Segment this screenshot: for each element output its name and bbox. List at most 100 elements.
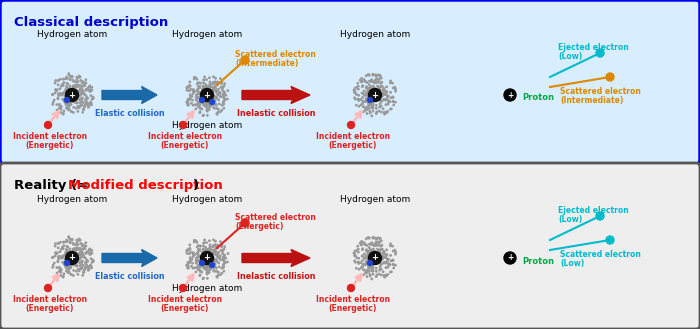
Circle shape bbox=[76, 247, 78, 248]
Circle shape bbox=[91, 249, 92, 251]
Circle shape bbox=[206, 103, 207, 104]
Circle shape bbox=[388, 263, 389, 265]
Circle shape bbox=[213, 245, 214, 246]
Circle shape bbox=[69, 89, 70, 90]
Text: ): ) bbox=[193, 179, 199, 192]
Circle shape bbox=[379, 89, 381, 91]
Circle shape bbox=[65, 252, 66, 254]
Circle shape bbox=[384, 114, 385, 115]
Circle shape bbox=[204, 251, 206, 253]
Circle shape bbox=[368, 237, 369, 238]
Circle shape bbox=[210, 100, 211, 101]
Circle shape bbox=[88, 249, 90, 251]
Circle shape bbox=[222, 90, 223, 91]
Circle shape bbox=[369, 81, 370, 82]
Circle shape bbox=[367, 252, 368, 254]
Circle shape bbox=[213, 95, 214, 96]
Circle shape bbox=[76, 270, 77, 272]
Circle shape bbox=[205, 250, 206, 252]
Circle shape bbox=[214, 253, 216, 254]
Circle shape bbox=[370, 266, 372, 267]
Circle shape bbox=[361, 241, 363, 242]
Circle shape bbox=[382, 92, 384, 94]
Circle shape bbox=[376, 271, 377, 272]
Circle shape bbox=[358, 106, 360, 107]
Circle shape bbox=[375, 113, 377, 114]
Circle shape bbox=[86, 98, 88, 100]
Circle shape bbox=[66, 251, 78, 265]
Circle shape bbox=[188, 267, 189, 269]
Circle shape bbox=[354, 97, 356, 98]
Circle shape bbox=[73, 244, 74, 245]
Circle shape bbox=[77, 95, 78, 97]
Circle shape bbox=[388, 95, 389, 97]
Circle shape bbox=[369, 273, 370, 275]
Circle shape bbox=[88, 105, 89, 106]
Circle shape bbox=[214, 81, 216, 83]
Circle shape bbox=[65, 97, 66, 98]
Circle shape bbox=[63, 262, 64, 263]
Text: Scattered electron: Scattered electron bbox=[560, 250, 641, 259]
Circle shape bbox=[214, 97, 215, 98]
Circle shape bbox=[78, 262, 80, 263]
Circle shape bbox=[59, 256, 60, 257]
Circle shape bbox=[57, 260, 59, 262]
Circle shape bbox=[391, 271, 392, 272]
Circle shape bbox=[70, 263, 71, 265]
Circle shape bbox=[66, 263, 68, 265]
Circle shape bbox=[369, 87, 370, 89]
Circle shape bbox=[65, 91, 66, 93]
Circle shape bbox=[372, 251, 374, 253]
Circle shape bbox=[376, 81, 377, 83]
Circle shape bbox=[201, 263, 202, 265]
Circle shape bbox=[224, 257, 225, 258]
Circle shape bbox=[80, 243, 81, 244]
Circle shape bbox=[88, 266, 90, 267]
Circle shape bbox=[376, 274, 377, 276]
Circle shape bbox=[358, 258, 360, 259]
Circle shape bbox=[81, 267, 83, 269]
Circle shape bbox=[216, 114, 218, 115]
Circle shape bbox=[371, 115, 372, 117]
Circle shape bbox=[362, 86, 363, 87]
Circle shape bbox=[202, 278, 204, 279]
Circle shape bbox=[214, 252, 215, 253]
Circle shape bbox=[199, 104, 200, 105]
Circle shape bbox=[88, 103, 90, 104]
Circle shape bbox=[197, 97, 199, 98]
Circle shape bbox=[377, 237, 379, 239]
Circle shape bbox=[363, 256, 364, 257]
Circle shape bbox=[57, 109, 58, 111]
Circle shape bbox=[386, 260, 388, 261]
Circle shape bbox=[197, 254, 199, 255]
Circle shape bbox=[372, 81, 374, 82]
Circle shape bbox=[372, 105, 373, 107]
Circle shape bbox=[204, 76, 205, 78]
Circle shape bbox=[85, 95, 87, 96]
Circle shape bbox=[56, 267, 57, 268]
Circle shape bbox=[188, 263, 189, 265]
Circle shape bbox=[203, 249, 204, 251]
Circle shape bbox=[370, 99, 372, 101]
Circle shape bbox=[66, 270, 67, 272]
Circle shape bbox=[74, 101, 75, 102]
Circle shape bbox=[214, 260, 215, 262]
Circle shape bbox=[384, 252, 385, 253]
Circle shape bbox=[188, 262, 189, 263]
Circle shape bbox=[206, 267, 207, 268]
Circle shape bbox=[213, 270, 214, 271]
Circle shape bbox=[347, 121, 354, 129]
Circle shape bbox=[382, 244, 383, 246]
Circle shape bbox=[193, 104, 194, 106]
Circle shape bbox=[195, 240, 197, 241]
Text: Classical description: Classical description bbox=[14, 16, 168, 29]
Circle shape bbox=[357, 261, 358, 263]
Circle shape bbox=[379, 87, 380, 89]
Circle shape bbox=[355, 99, 356, 100]
Circle shape bbox=[52, 94, 53, 95]
Circle shape bbox=[220, 249, 222, 251]
Circle shape bbox=[391, 97, 392, 98]
Circle shape bbox=[83, 257, 85, 258]
Circle shape bbox=[214, 263, 216, 265]
Circle shape bbox=[386, 91, 388, 92]
